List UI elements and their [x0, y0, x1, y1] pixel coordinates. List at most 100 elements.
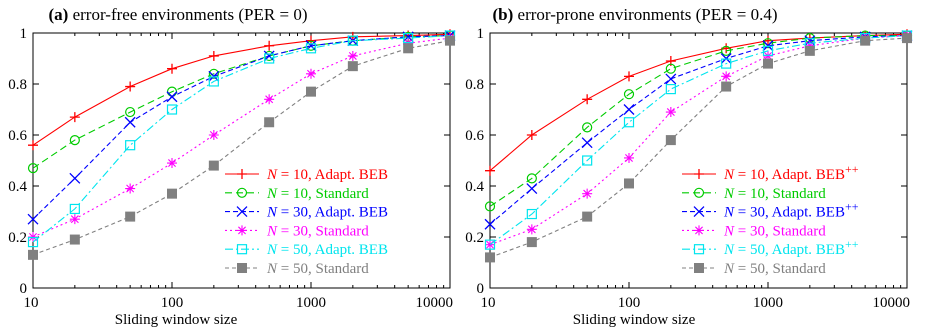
- data-point: [69, 214, 80, 225]
- series-line: [32, 35, 451, 243]
- data-point: [445, 35, 455, 46]
- data-point: [264, 117, 275, 128]
- data-point: [28, 249, 38, 260]
- series-5: [27, 30, 456, 248]
- legend-item: N = 10, Standard: [682, 186, 826, 202]
- x-axis-label: Sliding window size: [573, 312, 696, 327]
- data-point: [125, 183, 136, 194]
- x-axis-label: Sliding window size: [115, 312, 238, 327]
- legend-marker: [693, 244, 705, 255]
- chart-title: (b) error-prone environments (PER = 0.4): [493, 5, 778, 24]
- legend-item: N = 50, Adapt. BEB++: [682, 237, 859, 258]
- legend-marker: [693, 187, 705, 198]
- data-point: [347, 61, 358, 72]
- legend-marker: [237, 225, 247, 236]
- y-tick-label: 0: [20, 281, 28, 297]
- data-point: [484, 201, 496, 212]
- series-2: [27, 30, 456, 174]
- x-tick-label: 100: [161, 295, 184, 311]
- data-point: [208, 50, 219, 61]
- y-tick-label: 0.2: [8, 230, 27, 246]
- plot-frame: [32, 32, 451, 289]
- data-point: [124, 116, 136, 128]
- data-point: [264, 94, 275, 105]
- data-point: [763, 58, 773, 69]
- legend-marker: [237, 169, 247, 179]
- legend-item: N = 30, Standard: [225, 223, 369, 239]
- data-point: [403, 38, 414, 49]
- chart-title-text: error-prone environments (PER = 0.4): [518, 5, 778, 24]
- series-line: [489, 37, 908, 258]
- x-tick-label: 10000: [416, 295, 454, 311]
- data-point: [347, 50, 358, 61]
- data-point: [623, 104, 635, 115]
- data-point: [762, 45, 774, 56]
- series-line: [32, 33, 451, 146]
- data-point: [485, 252, 495, 263]
- legend-label: N = 10, Standard: [266, 186, 369, 202]
- data-point: [582, 122, 593, 133]
- chart-title-tag: (b): [493, 5, 514, 24]
- legend: N = 10, Adapt. BEB N = 10, Standard N = 30…: [225, 167, 388, 277]
- data-point: [804, 45, 815, 56]
- panel-b: (b) error-prone environments (PER = 0.4)…: [465, 5, 913, 327]
- data-point: [264, 53, 275, 64]
- x-tick-label: 1000: [753, 295, 783, 311]
- legend-item: N = 50, Standard: [682, 261, 826, 277]
- data-point: [69, 112, 80, 123]
- data-point: [526, 130, 537, 140]
- data-point: [485, 165, 495, 176]
- legend-item: N = 50, Adapt. BEB: [225, 242, 388, 258]
- data-point: [166, 104, 178, 115]
- legend-item: N = 10, Standard: [225, 186, 369, 202]
- series-line: [489, 35, 908, 225]
- legend-label: N = 10, Standard: [723, 186, 826, 202]
- data-point: [581, 137, 593, 149]
- legend-label: N = 50, Adapt. BEB++: [723, 237, 859, 258]
- data-point: [167, 158, 177, 169]
- legend-item: N = 30, Adapt. BEB: [225, 205, 388, 221]
- data-point: [125, 81, 136, 92]
- chart-title-text: error-free environments (PER = 0): [73, 5, 308, 24]
- chart-title: (a) error-free environments (PER = 0): [49, 5, 308, 24]
- series-6: [485, 33, 912, 263]
- x-tick-label: 100: [618, 295, 641, 311]
- y-tick-label: 0.4: [465, 179, 484, 195]
- data-point: [305, 43, 317, 54]
- data-point: [27, 163, 39, 174]
- data-point: [860, 35, 871, 46]
- data-point: [306, 86, 316, 97]
- data-point: [665, 135, 676, 146]
- data-point: [804, 35, 816, 47]
- data-point: [624, 71, 634, 82]
- data-point: [582, 155, 593, 166]
- legend-marker: [236, 244, 248, 255]
- x-tick-label: 10000: [873, 295, 911, 311]
- data-point: [208, 160, 219, 171]
- series-line: [32, 37, 451, 238]
- data-point: [125, 106, 136, 118]
- data-point: [69, 203, 80, 215]
- data-point: [721, 45, 732, 56]
- y-tick-label: 0.2: [465, 230, 484, 246]
- y-tick-label: 0.8: [8, 77, 27, 93]
- data-point: [166, 91, 178, 103]
- legend-label: N = 10, Adapt. BEB++: [723, 162, 859, 183]
- data-point: [582, 188, 593, 199]
- y-tick-label: 0.8: [465, 77, 484, 93]
- data-point: [27, 213, 39, 225]
- data-point: [623, 89, 635, 100]
- x-tick-label: 10: [481, 295, 496, 311]
- data-point: [763, 50, 773, 61]
- data-point: [264, 40, 275, 51]
- data-point: [28, 232, 38, 242]
- x-tick-label: 10: [24, 295, 39, 311]
- legend-label: N = 30, Standard: [723, 223, 826, 239]
- data-point: [167, 63, 177, 74]
- series-line: [32, 35, 451, 220]
- series-5: [484, 30, 913, 250]
- data-point: [665, 73, 677, 85]
- data-point: [347, 35, 358, 46]
- data-point: [665, 107, 676, 118]
- legend-marker: [694, 225, 704, 236]
